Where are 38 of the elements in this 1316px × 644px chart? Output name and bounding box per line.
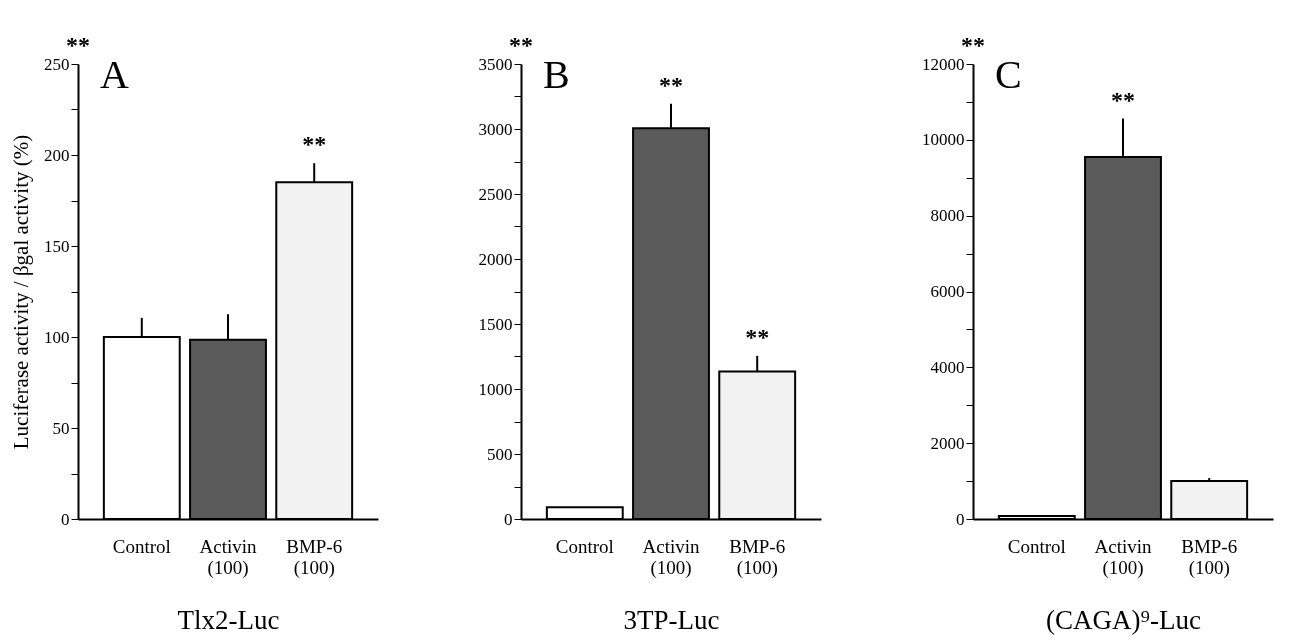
x-tick-label: Activin (100) [199, 535, 257, 579]
y-axis-title: Luciferase activity / βgal activity (%) [9, 134, 33, 450]
chart-title: C [995, 52, 1022, 97]
chart-title: A [100, 52, 129, 97]
y-tick-label: 0 [61, 509, 70, 529]
y-tick-label: 100 [44, 327, 70, 347]
annotation: ** [1111, 86, 1135, 113]
chart-title: B [543, 52, 570, 97]
x-tick-label: Control [112, 535, 171, 557]
x-tick-label: Control [1007, 535, 1066, 557]
x-tick-label: Activin (100) [1094, 535, 1152, 579]
y-tick-label: 150 [44, 236, 70, 256]
x-tick-label: BMP-6 (100) [1181, 535, 1238, 579]
y-tick-label: 2500 [478, 184, 513, 204]
y-tick-label: 0 [504, 509, 513, 529]
y-tick-label: 8000 [930, 206, 965, 226]
y-tick-label: 3000 [478, 119, 513, 139]
y-tick-label: 10000 [922, 130, 965, 150]
x-axis-title: (CAGA)⁹-Luc [1046, 604, 1201, 635]
y-tick-label: 2000 [930, 433, 965, 453]
y-tick-label: 1000 [478, 379, 513, 399]
y-tick-label: 1500 [478, 314, 513, 334]
y-tick-label: 0 [956, 509, 965, 529]
x-tick-label: BMP-6 (100) [286, 535, 343, 579]
y-tick-label: 200 [44, 145, 70, 165]
x-tick-label: BMP-6 (100) [729, 535, 786, 579]
annotation: ** [659, 71, 683, 98]
y-tick-label: 50 [52, 418, 70, 438]
y-tick-label: 4000 [930, 357, 965, 377]
y-tick-label: 6000 [930, 282, 965, 301]
annotation: ** [302, 131, 327, 158]
annotation: ** [745, 323, 770, 350]
y-tick-label: 2000 [478, 249, 513, 269]
x-tick-label: Control [555, 535, 614, 557]
x-axis-title: 3TP-Luc [623, 604, 720, 635]
x-axis-title: Tlx2-Luc [177, 604, 280, 635]
x-tick-label: Activin (100) [642, 535, 700, 579]
y-tick-label: 500 [487, 444, 513, 464]
